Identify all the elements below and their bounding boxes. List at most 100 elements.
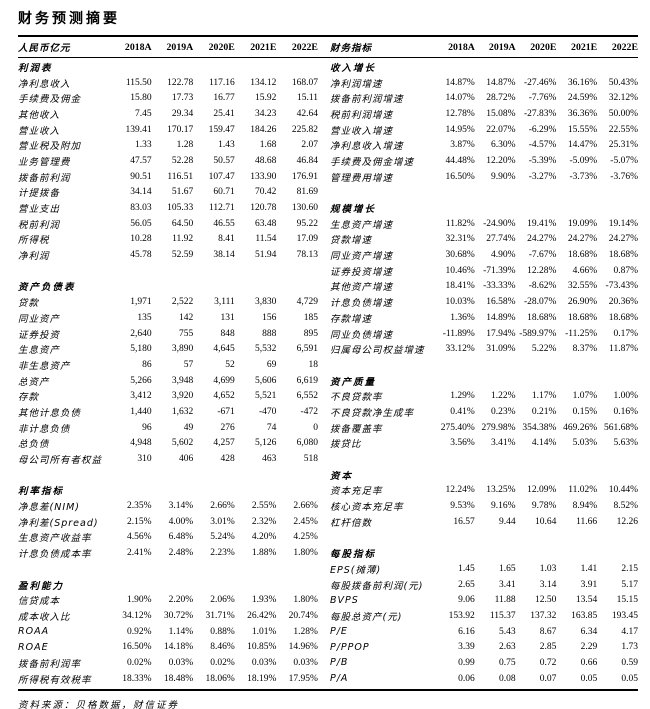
cell-value: -6.29% (528, 124, 557, 135)
row-label: 母公司所有者权益 (18, 455, 103, 467)
row-label: 同业资产增速 (330, 251, 394, 263)
cell-value: 22.07% (486, 124, 516, 135)
cell-value: 0.23% (491, 406, 516, 417)
cell-value: 32.31% (445, 234, 475, 245)
cell-value: 18.33% (122, 673, 152, 684)
cell-value: 25.41 (213, 108, 235, 119)
table-row: P/B 0.99 0.75 0.72 0.66 0.59 (330, 655, 638, 671)
row-label: 不良贷款率 (330, 392, 383, 404)
section-row: 每股指标 (330, 545, 638, 561)
cell-value: 50.43% (608, 77, 638, 88)
cell-value: 406 (178, 454, 194, 465)
cell-value: 4,257 (213, 438, 235, 449)
cell-value: 12.28% (527, 265, 557, 276)
cell-value: 1.28% (293, 626, 318, 637)
row-label: 管理费用增速 (330, 172, 394, 184)
left-table-body: 利润表 净利息收入 115.50 122.78 117.16 134.12 168.07 手续… (18, 59, 318, 687)
cell-value: 4.00% (168, 516, 194, 527)
forecast-tables: 人民币亿元 2018A 2019A 2020E 2021E 2022E 财务指标 2018A… (18, 35, 638, 691)
cell-value: 18 (308, 359, 318, 370)
row-label: BVPS (330, 594, 359, 606)
column-header-year: 2021E (571, 41, 598, 53)
table-row: 营业收入 139.41 170.17 159.47 184.26 225.82 (18, 122, 318, 138)
cell-value: 33.12% (445, 344, 475, 355)
cell-value: 8.41 (218, 234, 235, 245)
section-label: 资产负债表 (18, 282, 76, 294)
section-label: 规模增长 (330, 204, 377, 216)
table-row: 杠杆倍数 16.57 9.44 10.64 11.66 12.26 (330, 514, 638, 530)
row-label: 不良贷款净生成率 (330, 407, 415, 419)
cell-value: 2.15 (621, 563, 638, 574)
cell-value: 3.01% (210, 516, 235, 527)
cell-value: 12.50 (535, 595, 557, 606)
cell-value: 0.07 (539, 673, 557, 684)
cell-value: -3.27% (528, 171, 557, 182)
right-table-body: 收入增长 净利润增速 14.87% 14.87% -27.46% 36.16% 50.43%… (330, 59, 638, 687)
cell-value: 18.68% (608, 250, 638, 261)
cell-value: -11.89% (442, 328, 475, 339)
tables-header-row: 人民币亿元 2018A 2019A 2020E 2021E 2022E 财务指标 2018A… (18, 37, 638, 58)
cell-value: 0.02% (127, 657, 152, 668)
cell-value: 14.89% (486, 312, 516, 323)
column-header-year: 2020E (530, 41, 557, 53)
cell-value: 45.78 (130, 250, 152, 261)
row-label: 手续费及佣金增速 (330, 156, 415, 168)
row-label: 净利润 (18, 251, 50, 263)
cell-value: 1.43 (218, 140, 235, 151)
row-label: 核心资本充足率 (330, 502, 404, 514)
table-row: 业务管理费 47.57 52.28 50.57 48.68 46.84 (18, 153, 318, 169)
table-row: 证券投资 2,640 755 848 888 895 (18, 326, 318, 342)
column-header-year: 2018A (124, 41, 152, 53)
cell-value: 10.46% (445, 265, 475, 276)
cell-value: 95.22 (296, 218, 318, 229)
table-row: 母公司所有者权益 310 406 428 463 518 (18, 451, 318, 467)
cell-value: 11.92 (172, 234, 194, 245)
cell-value: 0.03% (293, 657, 318, 668)
row-label: 其他计息负债 (18, 407, 82, 419)
cell-value: 70.42 (255, 187, 277, 198)
cell-value: 5,602 (171, 438, 194, 449)
table-row: ROAE 16.50% 14.18% 8.46% 10.85% 14.96% (18, 639, 318, 655)
table-row: 生息资产增速 11.82% -24.90% 19.41% 19.09% 19.14% (330, 216, 638, 232)
cell-value: 47.57 (130, 155, 152, 166)
cell-value: 17.95% (288, 673, 318, 684)
cell-value: 225.82 (291, 124, 318, 135)
cell-value: 56.05 (130, 218, 152, 229)
table-row: 资本充足率 12.24% 13.25% 12.09% 11.02% 10.44% (330, 483, 638, 499)
table-row: 同业资产 135 142 131 156 185 (18, 310, 318, 326)
cell-value: 1.80% (293, 548, 318, 559)
column-header-year: 2018A (448, 41, 475, 53)
cell-value: 14.87% (486, 77, 516, 88)
cell-value: 1.01% (251, 626, 277, 637)
spacer-row (18, 263, 318, 279)
row-label: 拨备覆盖率 (330, 423, 383, 435)
row-label: 拨贷比 (330, 439, 362, 451)
cell-value: 1.33 (134, 140, 152, 151)
cell-value: 11.82% (445, 218, 475, 229)
cell-value: 3.14 (539, 579, 557, 590)
cell-value: 17.73 (171, 93, 194, 104)
section-row: 资产负债表 (18, 279, 318, 295)
table-row: 其他计息负债 1,440 1,632 -671 -470 -472 (18, 404, 318, 420)
cell-value: 1.93% (251, 595, 277, 606)
cell-value: 1.88% (251, 548, 277, 559)
row-label: 生息资产增速 (330, 219, 394, 231)
row-label: 计息负债成本率 (18, 549, 92, 561)
table-row: 拨备覆盖率 275.40% 279.98% 354.38% 469.26% 561.68% (330, 420, 638, 436)
cell-value: 4.66% (572, 265, 598, 276)
cell-value: 15.08% (486, 108, 516, 119)
table-row: 手续费及佣金增速 44.48% 12.20% -5.39% -5.09% -5.07% (330, 153, 638, 169)
cell-value: -5.07% (610, 155, 638, 166)
cell-value: 14.47% (567, 140, 598, 151)
cell-value: 0.15% (572, 406, 598, 417)
cell-value: 1,971 (130, 297, 152, 308)
section-label: 利率指标 (18, 486, 65, 498)
cell-value: 276 (220, 422, 235, 433)
row-label: 营业税及附加 (18, 141, 82, 153)
table-row: 生息资产收益率 4.56% 6.48% 5.24% 4.20% 4.25% (18, 530, 318, 546)
row-label: EPS(摊薄) (330, 564, 382, 576)
spacer-row (330, 357, 638, 373)
cell-value: 11.02% (568, 485, 598, 496)
column-header-label: 人民币亿元 (18, 43, 71, 54)
cell-value: 74 (266, 422, 277, 433)
